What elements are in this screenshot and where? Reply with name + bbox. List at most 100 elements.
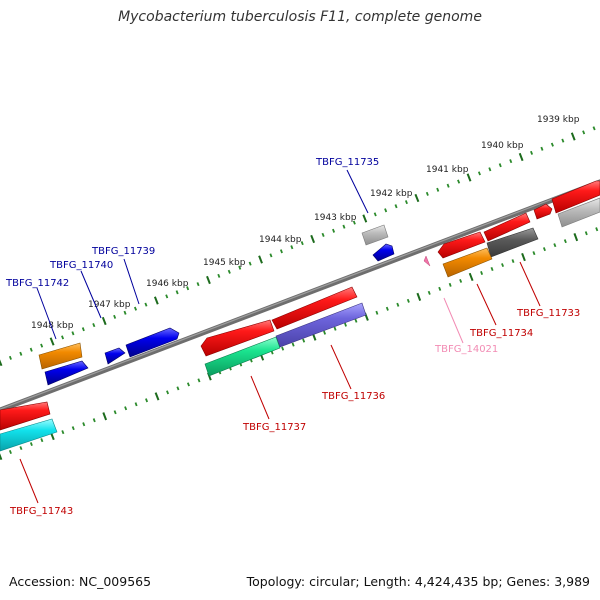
forward-ruler-tick	[101, 316, 107, 326]
gene-label-tbfg-11740[interactable]: TBFG_11740	[49, 260, 113, 271]
forward-ruler-tick	[321, 232, 325, 237]
forward-ruler-tick	[227, 269, 231, 274]
forward-ruler-tick	[279, 249, 283, 254]
forward-ruler-tick	[19, 351, 23, 356]
forward-ruler-tick	[40, 343, 44, 348]
forward-ruler-tick	[530, 150, 534, 155]
forward-ruler-tick	[342, 224, 346, 229]
forward-ruler-tick	[561, 138, 565, 143]
reverse-ruler-tick	[8, 449, 12, 455]
reverse-ruler-tick	[573, 233, 579, 242]
reverse-ruler-tick	[19, 446, 23, 451]
gene-feature-gray-1939[interactable]	[557, 197, 600, 228]
reverse-ruler-tick	[124, 406, 128, 411]
reverse-ruler-tick	[490, 266, 494, 272]
ruler-label-1942: 1942 kbp	[370, 189, 413, 199]
reverse-ruler-tick	[82, 422, 86, 427]
gene-label-tbfg-11739[interactable]: TBFG_11739	[91, 246, 155, 257]
reverse-ruler-tick	[354, 318, 358, 323]
forward-ruler-tick	[592, 126, 596, 131]
reverse-ruler-tick	[553, 243, 557, 248]
reverse-ruler-tick	[448, 282, 452, 287]
gene-feature-blue-1946[interactable]	[125, 327, 180, 358]
genome-meta-text: Topology: circular; Length: 4,424,435 bp…	[246, 574, 590, 589]
gene-feature-red-11743[interactable]	[0, 401, 51, 431]
forward-ruler-tick	[570, 132, 576, 141]
gene-feature-purple-11736[interactable]	[275, 302, 367, 348]
forward-ruler-tick	[71, 331, 75, 336]
forward-ruler-tick	[373, 212, 377, 217]
gene-feature-orange-11734[interactable]	[442, 247, 493, 278]
gene-label-tbfg-14021[interactable]: TBFG_14021	[434, 344, 498, 355]
gene-feature-red-11736[interactable]	[271, 286, 358, 330]
gene-label-tbfg-11733[interactable]: TBFG_11733	[516, 308, 580, 319]
forward-ruler-tick	[133, 306, 138, 311]
forward-ruler-tick	[300, 241, 304, 246]
gene-feature-blue-1948[interactable]	[44, 360, 89, 386]
forward-ruler-tick	[477, 171, 481, 176]
reverse-ruler-tick	[396, 302, 400, 307]
gene-feature-red-1939b[interactable]	[551, 180, 600, 214]
forward-ruler-tick	[550, 142, 554, 147]
gene-label-tbfg-11736[interactable]: TBFG_11736	[321, 391, 385, 402]
gene-label-tbfg-11737[interactable]: TBFG_11737	[242, 422, 306, 433]
gene-label-tbfg-11734[interactable]: TBFG_11734	[469, 328, 533, 339]
gene-feature-cyan-11743[interactable]	[0, 418, 58, 452]
gene-label-tbfg-11735[interactable]: TBFG_11735	[315, 157, 379, 168]
reverse-ruler-tick	[291, 342, 295, 347]
forward-ruler-tick	[518, 152, 524, 162]
forward-ruler-tick	[362, 214, 368, 223]
reverse-ruler-tick	[459, 278, 463, 283]
ruler-label-1944: 1944 kbp	[259, 235, 302, 245]
reverse-ruler-tick	[176, 386, 180, 391]
gene-feature-pink-14021[interactable]	[423, 255, 431, 267]
reverse-ruler-tick	[166, 390, 170, 395]
forward-ruler-tick	[61, 335, 65, 340]
reverse-ruler-tick	[333, 326, 337, 331]
ruler-label-1946: 1946 kbp	[146, 279, 189, 289]
forward-ruler-tick	[394, 204, 398, 209]
forward-ruler-tick	[113, 314, 117, 319]
forward-ruler-tick	[498, 163, 502, 168]
forward-ruler-tick	[446, 183, 450, 188]
gene-feature-blue-1947[interactable]	[104, 347, 126, 365]
reverse-ruler-tick	[281, 346, 285, 351]
ruler-label-1940: 1940 kbp	[481, 141, 524, 151]
forward-features	[38, 224, 395, 386]
reverse-ruler-tick	[40, 438, 44, 443]
ruler-label-1948: 1948 kbp	[31, 321, 74, 331]
gene-label-tbfg-11742[interactable]: TBFG_11742	[5, 278, 69, 289]
genome-title: Mycobacterium tuberculosis F11, complete…	[118, 9, 482, 25]
forward-ruler	[0, 126, 596, 367]
forward-ruler-tick	[425, 191, 429, 196]
forward-ruler-tick	[414, 193, 420, 203]
gene-feature-orange-1948[interactable]	[38, 342, 83, 370]
forward-ruler-tick	[290, 245, 294, 250]
gene-feature-gray-1943[interactable]	[361, 224, 389, 246]
gene-feature-gray-11733[interactable]	[486, 227, 539, 258]
accession-text: Accession: NC_009565	[9, 574, 152, 589]
forward-ruler-tick	[248, 261, 252, 266]
reverse-ruler-tick	[427, 290, 431, 295]
forward-ruler-tick	[238, 265, 242, 270]
gene-feature-red-1940b[interactable]	[533, 203, 553, 220]
reverse-ruler-tick	[521, 252, 526, 262]
reverse-ruler-tick	[302, 338, 306, 343]
gene-feature-green-11737[interactable]	[204, 336, 281, 377]
gene-feature-blue-1943[interactable]	[372, 243, 395, 262]
gene-feature-red-11734[interactable]	[437, 231, 486, 259]
forward-ruler-tick	[123, 310, 127, 315]
ruler-label-1943: 1943 kbp	[314, 213, 357, 223]
gene-feature-red-11733[interactable]	[483, 212, 531, 242]
reverse-ruler-tick	[134, 402, 138, 407]
reverse-ruler-tick	[563, 239, 567, 244]
reverse-ruler-tick	[145, 398, 149, 403]
gene-label-tbfg-11743[interactable]: TBFG_11743	[9, 506, 73, 517]
forward-ruler-tick	[404, 200, 408, 205]
reverse-ruler-tick	[595, 227, 599, 232]
forward-ruler-tick	[175, 290, 179, 295]
forward-ruler-tick	[582, 130, 586, 135]
forward-ruler-tick	[206, 275, 211, 285]
gene-feature-red-11737[interactable]	[200, 319, 275, 357]
